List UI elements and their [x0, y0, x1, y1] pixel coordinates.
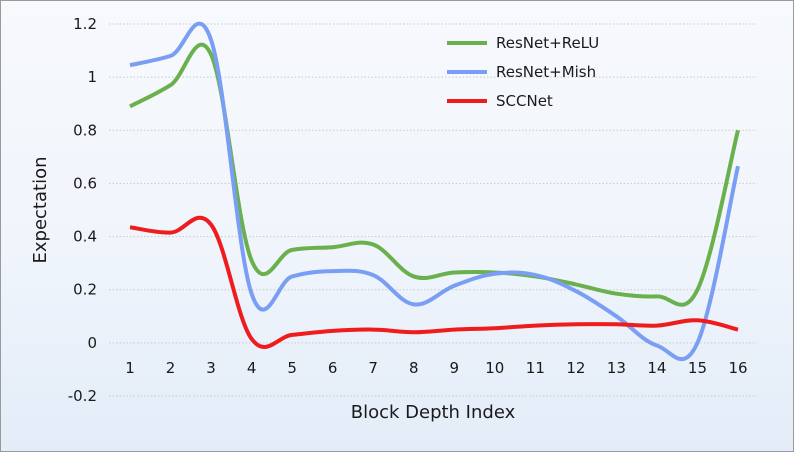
x-tick-label: 4 — [247, 359, 257, 377]
legend-label: SCCNet — [496, 92, 553, 110]
x-tick-label: 13 — [607, 359, 626, 377]
x-tick-label: 16 — [728, 359, 747, 377]
x-tick-label: 15 — [688, 359, 707, 377]
legend: ResNet+ReLU ResNet+Mish SCCNet — [447, 34, 599, 110]
x-tick-label: 5 — [287, 359, 297, 377]
y-axis-title: Expectation — [30, 157, 51, 264]
x-tick-label: 11 — [526, 359, 545, 377]
x-axis-title: Block Depth Index — [351, 402, 516, 423]
y-tick-label: 1.2 — [73, 15, 97, 33]
x-tick-label: 7 — [368, 359, 378, 377]
gridlines — [109, 23, 757, 397]
x-tick-label: 1 — [125, 359, 135, 377]
legend-label: ResNet+Mish — [496, 63, 596, 81]
legend-label: ResNet+ReLU — [496, 34, 599, 52]
y-tick-label: 0.2 — [73, 281, 97, 299]
series-lines — [129, 21, 740, 361]
y-tick-label: 0.6 — [73, 174, 97, 192]
legend-item-resnet-mish: ResNet+Mish — [447, 63, 596, 81]
x-tick-label: 9 — [449, 359, 459, 377]
x-tick-label: 2 — [166, 359, 176, 377]
series-line-resnet-mish — [129, 21, 740, 361]
x-tick-label: 3 — [206, 359, 216, 377]
legend-item-sccnet: SCCNet — [447, 92, 553, 110]
y-tick-label: 0.4 — [73, 228, 97, 246]
x-tick-label: 12 — [566, 359, 585, 377]
series-line-sccnet — [129, 215, 739, 349]
y-tick-label: 0 — [87, 334, 97, 352]
legend-item-resnet-relu: ResNet+ReLU — [447, 34, 599, 52]
x-tick-label: 10 — [485, 359, 504, 377]
x-tick-label: 8 — [409, 359, 419, 377]
y-tick-label: -0.2 — [68, 387, 97, 405]
y-tick-label: 0.8 — [73, 121, 97, 139]
y-tick-label: 1 — [87, 68, 97, 86]
x-tick-label: 14 — [647, 359, 666, 377]
y-axis-ticks: -0.2 0 0.2 0.4 0.6 0.8 1 1.2 — [68, 15, 97, 405]
x-axis-ticks: 1 2 3 4 5 6 7 8 9 10 11 12 13 14 15 16 — [125, 359, 747, 377]
x-tick-label: 6 — [328, 359, 338, 377]
